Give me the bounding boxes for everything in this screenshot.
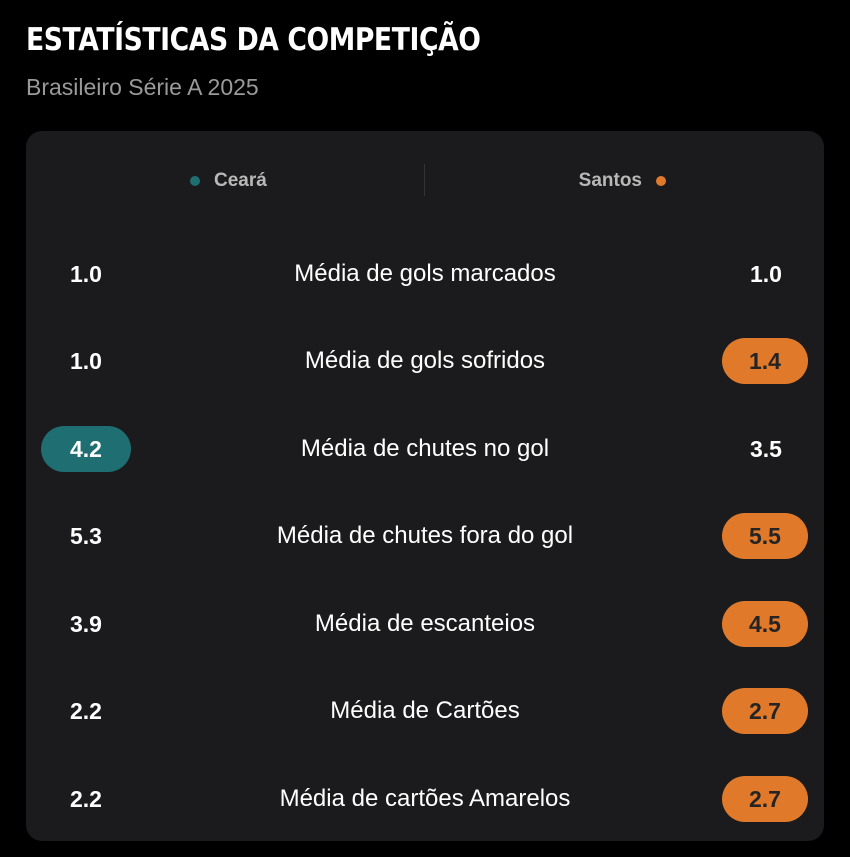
home-team-name: Ceará [214,170,267,191]
stats-card: Ceará Santos 1.0 Média de gols marcados … [26,131,824,841]
stat-label: Média de escanteios [314,610,536,637]
away-value: 4.5 [722,601,808,647]
stat-row: 1.0 Média de gols sofridos 1.4 [26,338,824,384]
team-divider [424,164,425,196]
stat-row: 2.2 Média de cartões Amarelos 2.7 [26,776,824,822]
home-value: 4.2 [41,426,131,472]
home-team: Ceará [190,167,267,195]
away-team-dot-icon [656,176,666,186]
stat-row: 3.9 Média de escanteios 4.5 [26,601,824,647]
away-team-name: Santos [578,170,642,191]
home-value: 2.2 [70,786,102,812]
team-header: Ceará Santos [26,131,824,231]
stat-label: Média de chutes no gol [300,435,550,462]
stat-row: 4.2 Média de chutes no gol 3.5 [26,426,824,472]
home-value: 1.0 [70,261,102,287]
home-team-dot-icon [190,176,200,186]
away-value: 1.4 [722,338,808,384]
away-value: 3.5 [750,436,782,462]
away-value: 1.0 [750,261,782,287]
stat-row: 2.2 Média de Cartões 2.7 [26,688,824,734]
home-value: 5.3 [70,523,102,549]
home-value: 3.9 [70,611,102,637]
stat-label: Média de cartões Amarelos [279,785,571,812]
stat-label: Média de gols sofridos [304,347,546,374]
away-value: 5.5 [722,513,808,559]
home-value: 1.0 [70,348,102,374]
stat-label: Média de gols marcados [294,260,556,287]
home-value: 2.2 [70,698,102,724]
stat-row: 5.3 Média de chutes fora do gol 5.5 [26,513,824,559]
away-value: 2.7 [722,776,808,822]
stat-label: Média de chutes fora do gol [276,522,574,549]
away-value: 2.7 [722,688,808,734]
away-team: Santos [579,167,666,195]
page-title: ESTATÍSTICAS DA COMPETIÇÃO [26,22,481,58]
page-subtitle: Brasileiro Série A 2025 [26,74,259,100]
stat-row: 1.0 Média de gols marcados 1.0 [26,251,824,297]
stat-label: Média de Cartões [330,697,520,724]
